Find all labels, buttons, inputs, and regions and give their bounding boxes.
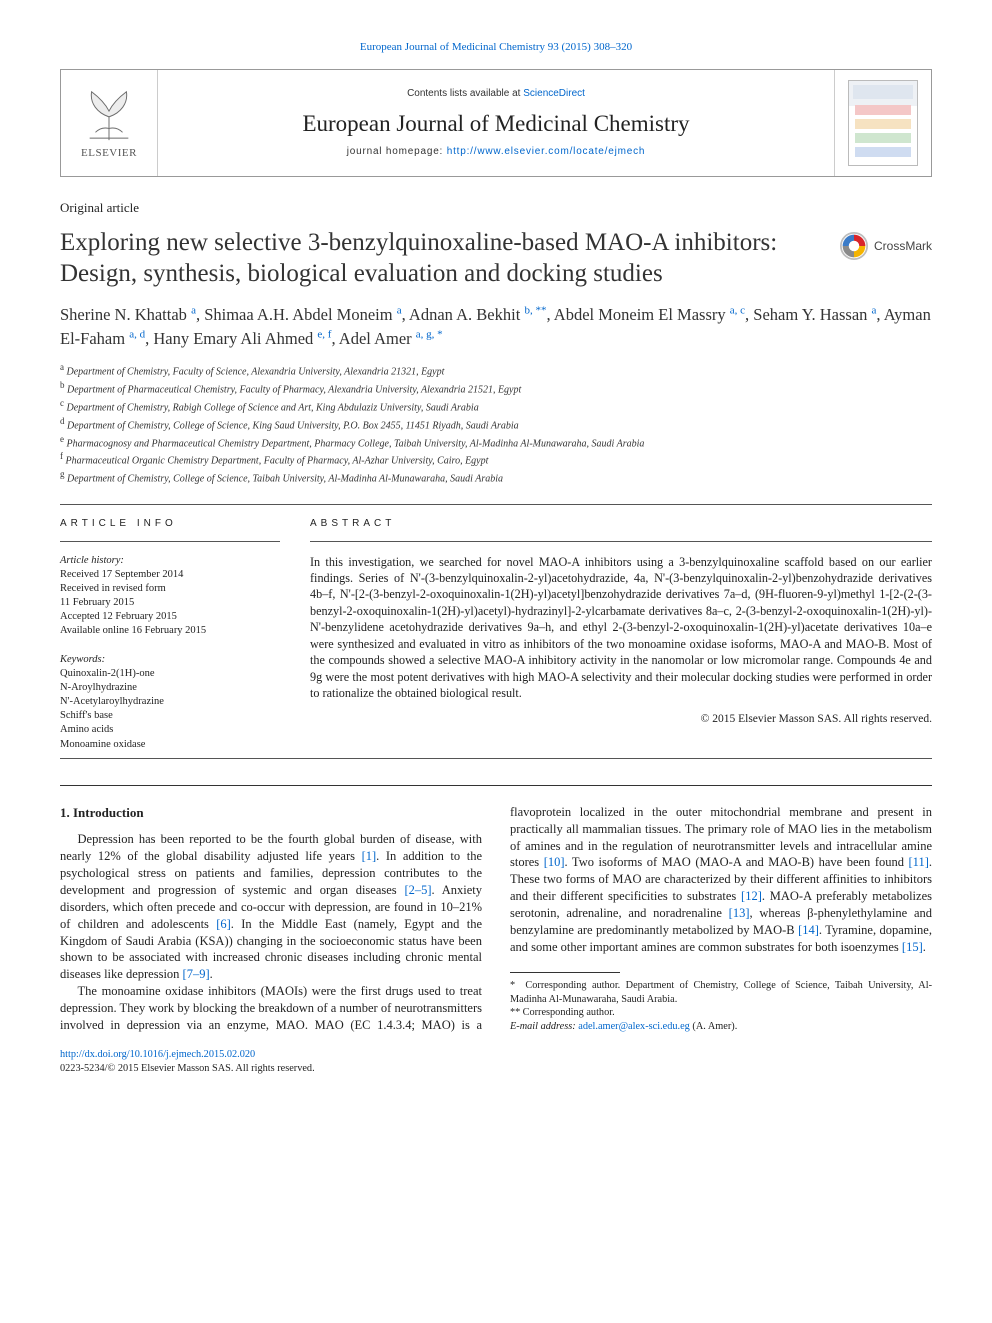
header-citation-link[interactable]: European Journal of Medicinal Chemistry … <box>360 41 632 53</box>
masthead-right <box>835 70 931 176</box>
keyword: N'-Acetylaroylhydrazine <box>60 695 280 709</box>
article-body: 1. Introduction Depression has been repo… <box>60 804 932 1034</box>
abstract-column: ABSTRACT In this investigation, we searc… <box>310 517 932 752</box>
article-title: Exploring new selective 3-benzylquinoxal… <box>60 228 820 289</box>
affiliation: c Department of Chemistry, Rabigh Colleg… <box>60 397 932 415</box>
abstract-heading: ABSTRACT <box>310 517 932 531</box>
keywords-label: Keywords: <box>60 653 280 667</box>
article-info-column: ARTICLE INFO Article history: Received 1… <box>60 517 280 752</box>
publisher-name: ELSEVIER <box>81 146 137 161</box>
divider <box>60 504 932 505</box>
citation-link[interactable]: [15] <box>902 940 923 954</box>
keywords-list: Quinoxalin-2(1H)-oneN-AroylhydrazineN'-A… <box>60 667 280 752</box>
page-footer: http://dx.doi.org/10.1016/j.ejmech.2015.… <box>60 1048 932 1076</box>
journal-cover-thumb <box>848 80 918 166</box>
keyword: N-Aroylhydrazine <box>60 681 280 695</box>
citation-link[interactable]: [14] <box>798 923 819 937</box>
article-info-heading: ARTICLE INFO <box>60 517 280 531</box>
corresponding-email-link[interactable]: adel.amer@alex-sci.edu.eg <box>578 1021 690 1032</box>
section-divider <box>60 785 932 786</box>
authors-list: Sherine N. Khattab a, Shimaa A.H. Abdel … <box>60 303 932 351</box>
citation-link[interactable]: [7–9] <box>183 967 210 981</box>
article-type: Original article <box>60 199 932 217</box>
affiliations-list: a Department of Chemistry, Faculty of Sc… <box>60 361 932 486</box>
journal-homepage-line: journal homepage: http://www.elsevier.co… <box>347 145 646 159</box>
journal-homepage-link[interactable]: http://www.elsevier.com/locate/ejmech <box>447 146 646 157</box>
affiliation: a Department of Chemistry, Faculty of Sc… <box>60 361 932 379</box>
history-line: Received 17 September 2014 <box>60 568 280 582</box>
keyword: Amino acids <box>60 723 280 737</box>
affiliation: f Pharmaceutical Organic Chemistry Depar… <box>60 450 932 468</box>
citation-link[interactable]: [11] <box>909 855 929 869</box>
keyword: Schiff's base <box>60 709 280 723</box>
masthead-center: Contents lists available at ScienceDirec… <box>157 70 835 176</box>
history-line: Accepted 12 February 2015 <box>60 610 280 624</box>
citation-link[interactable]: [2–5] <box>404 883 431 897</box>
article-history-lines: Received 17 September 2014Received in re… <box>60 568 280 639</box>
citation-link[interactable]: [1] <box>362 849 377 863</box>
publisher-logo-block: ELSEVIER <box>61 70 157 176</box>
introduction-heading: 1. Introduction <box>60 804 482 822</box>
citation-link[interactable]: [10] <box>544 855 565 869</box>
abstract-copyright: © 2015 Elsevier Masson SAS. All rights r… <box>310 712 932 728</box>
citation-link[interactable]: [13] <box>729 906 750 920</box>
citation-link[interactable]: [12] <box>741 889 762 903</box>
crossmark-badge[interactable]: CrossMark <box>840 232 932 260</box>
affiliation: d Department of Chemistry, College of Sc… <box>60 415 932 433</box>
body-paragraph-1: Depression has been reported to be the f… <box>60 831 482 983</box>
article-history-label: Article history: <box>60 555 124 566</box>
footer-rights: 0223-5234/© 2015 Elsevier Masson SAS. Al… <box>60 1062 932 1076</box>
divider <box>310 541 932 542</box>
footnotes: * Corresponding author. Department of Ch… <box>510 979 932 1035</box>
citation-link[interactable]: [6] <box>216 917 231 931</box>
footnote-email: E-mail address: adel.amer@alex-sci.edu.e… <box>510 1020 932 1034</box>
crossmark-label: CrossMark <box>874 238 932 254</box>
keyword: Quinoxalin-2(1H)-one <box>60 667 280 681</box>
elsevier-tree-icon <box>80 84 138 142</box>
contents-available-line: Contents lists available at ScienceDirec… <box>407 87 585 101</box>
history-line: 11 February 2015 <box>60 596 280 610</box>
journal-masthead: ELSEVIER Contents lists available at Sci… <box>60 69 932 177</box>
keyword: Monoamine oxidase <box>60 738 280 752</box>
journal-name: European Journal of Medicinal Chemistry <box>302 108 689 139</box>
affiliation: g Department of Chemistry, College of Sc… <box>60 468 932 486</box>
history-line: Available online 16 February 2015 <box>60 624 280 638</box>
footnote-1: * Corresponding author. Department of Ch… <box>510 979 932 1007</box>
footnote-2: ** Corresponding author. <box>510 1006 932 1020</box>
divider <box>60 541 280 542</box>
crossmark-icon <box>840 232 868 260</box>
history-line: Received in revised form <box>60 582 280 596</box>
affiliation: b Department of Pharmaceutical Chemistry… <box>60 379 932 397</box>
header-citation: European Journal of Medicinal Chemistry … <box>60 40 932 55</box>
affiliation: e Pharmacognosy and Pharmaceutical Chemi… <box>60 433 932 451</box>
divider <box>60 758 932 759</box>
doi-link[interactable]: http://dx.doi.org/10.1016/j.ejmech.2015.… <box>60 1049 255 1060</box>
abstract-text: In this investigation, we searched for n… <box>310 554 932 702</box>
sciencedirect-link[interactable]: ScienceDirect <box>523 88 585 99</box>
footnote-separator <box>510 972 620 973</box>
